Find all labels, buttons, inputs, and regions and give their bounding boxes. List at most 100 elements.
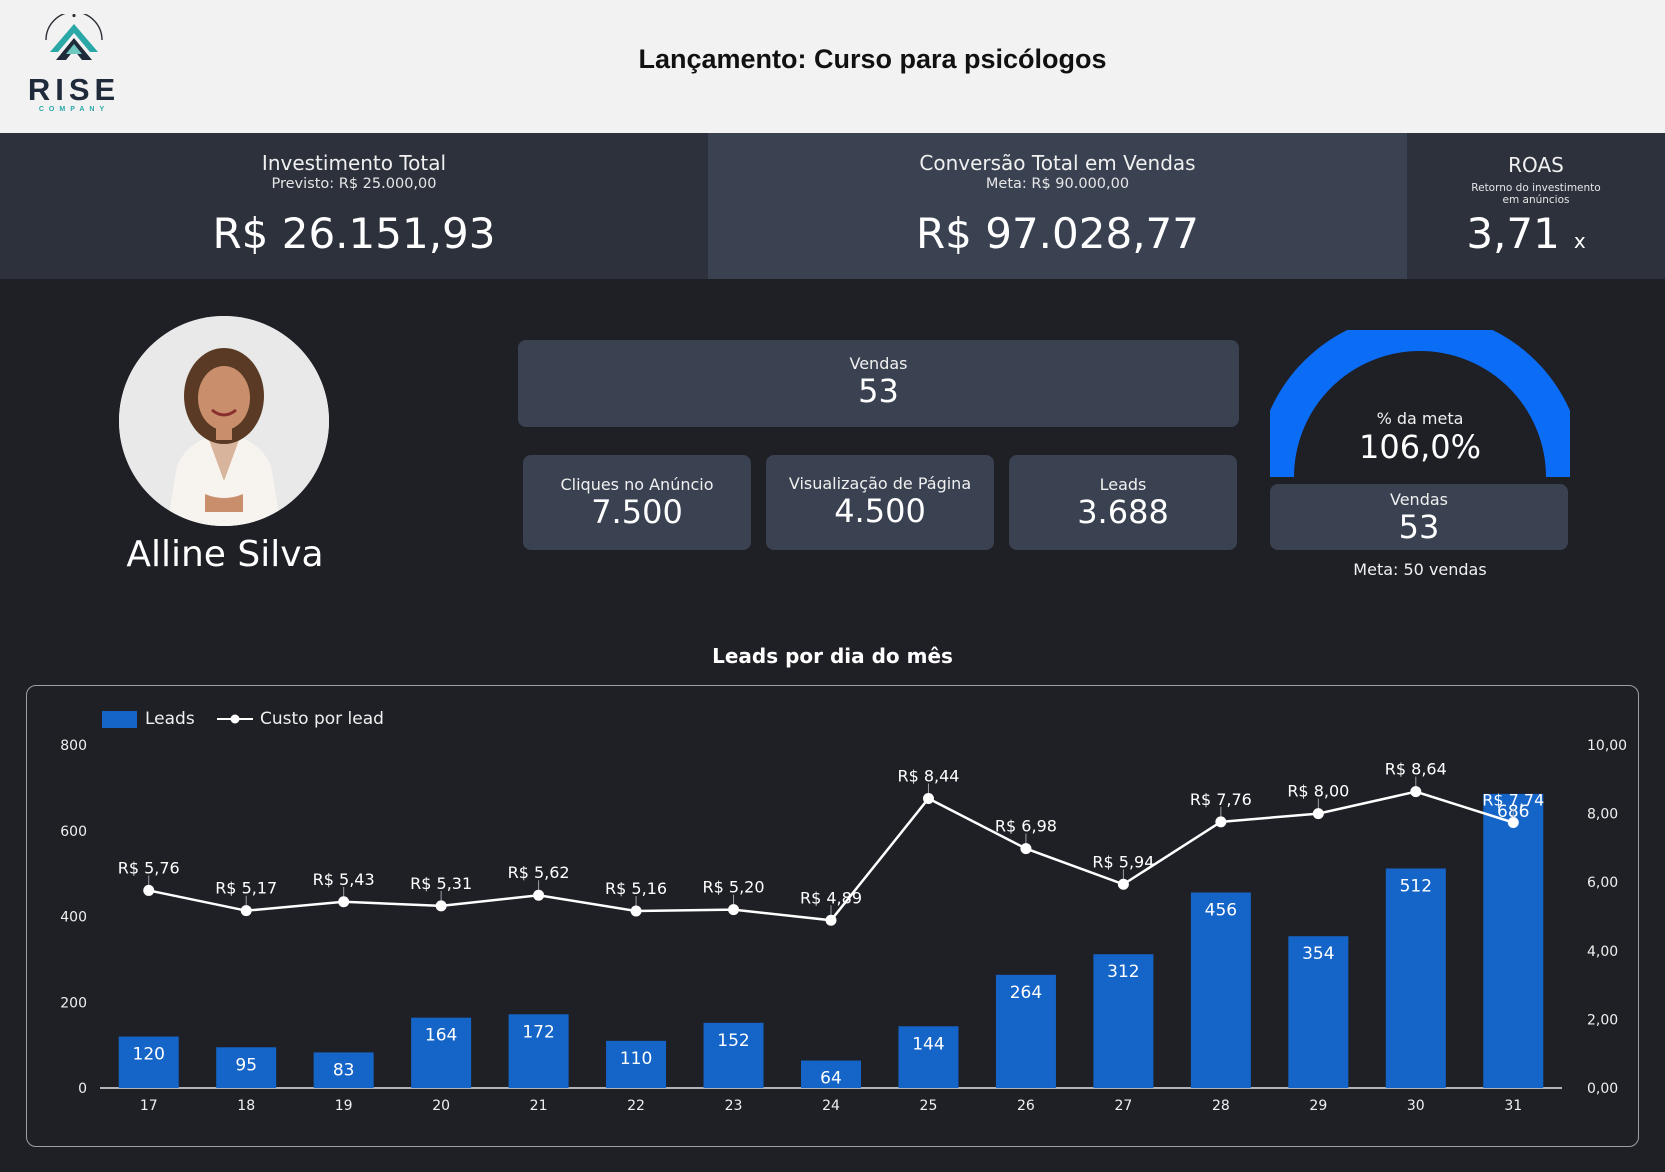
bar-leads [1288, 936, 1349, 1088]
logo-subtext: COMPANY [38, 106, 110, 113]
legend-leads-swatch [102, 710, 137, 728]
line-point-label: R$ 8,64 [1385, 760, 1447, 779]
bar-value-label: 95 [235, 1055, 257, 1075]
card-page-views-label: Visualização de Página [788, 474, 972, 493]
x-tick-label: 20 [432, 1098, 450, 1114]
bar-leads [411, 1017, 472, 1088]
line-point [143, 884, 155, 896]
x-tick-label: 30 [1407, 1098, 1425, 1114]
bar-leads [1483, 793, 1544, 1088]
bar-leads [703, 1022, 764, 1088]
bar-leads [313, 1052, 374, 1088]
y-left-tick-label: 0 [78, 1081, 87, 1097]
line-point-label: R$ 7,76 [1190, 790, 1252, 809]
card-leads-value: 3.688 [1077, 493, 1169, 531]
line-point-label: R$ 8,00 [1287, 782, 1349, 801]
y-right-tick-label: 6,00 [1587, 875, 1618, 891]
line-point-label: R$ 6,98 [995, 817, 1057, 836]
bar-leads [118, 1036, 179, 1088]
line-point-label: R$ 5,43 [313, 870, 375, 889]
line-point [1117, 878, 1129, 890]
line-point [240, 905, 252, 917]
line-point-label: R$ 5,76 [118, 858, 180, 877]
line-point-label: R$ 5,17 [215, 879, 277, 898]
header: RISE COMPANY Lançamento: Curso para psic… [0, 0, 1665, 133]
goal-sales-value: 53 [1398, 508, 1440, 546]
chart-title: Leads por dia do mês [712, 644, 953, 668]
x-tick-label: 18 [237, 1098, 255, 1114]
line-point [1312, 808, 1324, 820]
legend-cpl: Custo por lead [217, 708, 384, 730]
legend-leads: Leads [102, 708, 195, 730]
bar-leads [1385, 868, 1446, 1088]
bar-value-label: 120 [133, 1045, 165, 1065]
x-tick-label: 31 [1504, 1098, 1522, 1114]
line-point [338, 896, 350, 908]
line-point [1410, 786, 1422, 798]
card-page-views: Visualização de Página 4.500 [766, 455, 994, 550]
goal-meta-note: Meta: 50 vendas [1353, 560, 1487, 579]
bar-value-label: 512 [1400, 876, 1432, 896]
card-page-views-value: 4.500 [834, 492, 926, 530]
kpi-roas-suffix: x [1573, 229, 1586, 253]
line-point [825, 914, 837, 926]
x-tick-label: 24 [822, 1098, 840, 1114]
bar-leads [1190, 892, 1251, 1088]
line-point-label: R$ 5,20 [703, 878, 765, 897]
line-point-label: R$ 8,44 [897, 767, 959, 786]
y-right-tick-label: 8,00 [1587, 807, 1618, 823]
kpi-roas-sub-line1: Retorno do investimento [1471, 182, 1601, 194]
page-title: Lançamento: Curso para psicólogos [638, 44, 1107, 74]
bar-leads [216, 1047, 277, 1088]
kpi-conversion-sub: Meta: R$ 90.000,00 [985, 176, 1130, 192]
goal-label: % da meta [1376, 409, 1464, 428]
goal-sales-card: Vendas 53 [1270, 484, 1568, 550]
x-tick-label: 27 [1114, 1098, 1132, 1114]
y-right-tick-label: 10,00 [1587, 738, 1627, 754]
bar-value-label: 354 [1302, 944, 1334, 964]
card-leads: Leads 3.688 [1009, 455, 1237, 550]
bar-leads [1093, 954, 1154, 1088]
line-point-label: R$ 5,31 [410, 874, 472, 893]
chart-frame [26, 685, 1639, 1147]
bar-leads [508, 1014, 569, 1088]
x-tick-label: 17 [140, 1098, 158, 1114]
line-point [728, 904, 740, 916]
bar-value-label: 144 [912, 1034, 944, 1054]
card-sales: Vendas 53 [518, 340, 1239, 427]
goal-gauge-arc [1270, 330, 1570, 478]
x-tick-label: 26 [1017, 1098, 1035, 1114]
bar-leads [801, 1060, 861, 1088]
person-photo-icon [119, 316, 329, 526]
line-point-label: R$ 5,16 [605, 879, 667, 898]
goal-gauge [1270, 330, 1570, 478]
y-right-tick-label: 4,00 [1587, 944, 1618, 960]
kpi-conversion-value: R$ 97.028,77 [915, 209, 1199, 258]
x-tick-label: 19 [335, 1098, 353, 1114]
bar-value-label: 83 [333, 1060, 355, 1080]
bar-leads [606, 1040, 667, 1088]
x-tick-label: 28 [1212, 1098, 1230, 1114]
bar-leads [995, 974, 1056, 1088]
kpi-roas-value: 3,71 x [1387, 209, 1665, 258]
line-point [630, 905, 642, 917]
x-tick-label: 29 [1309, 1098, 1327, 1114]
bar-leads [898, 1026, 959, 1088]
legend-cpl-line-icon [217, 714, 253, 724]
y-right-tick-label: 0,00 [1587, 1081, 1618, 1097]
bar-value-label: 312 [1107, 962, 1139, 982]
line-point [1020, 843, 1032, 855]
kpi-conversion: Conversão Total em Vendas Meta: R$ 90.00… [708, 133, 1407, 279]
bar-value-label: 152 [717, 1031, 749, 1051]
card-leads-label: Leads [1099, 475, 1147, 494]
x-tick-label: 21 [530, 1098, 548, 1114]
kpi-investment: Investimento Total Previsto: R$ 25.000,0… [0, 133, 708, 279]
line-point [533, 889, 545, 901]
kpi-roas-sub-line2: em anúncios [1502, 194, 1570, 206]
line-point-label: R$ 5,94 [1092, 852, 1154, 871]
line-point [922, 793, 934, 805]
y-left-tick-label: 200 [60, 995, 87, 1011]
bar-value-label: 264 [1010, 983, 1042, 1003]
logo-wordmark: RISE [27, 72, 121, 107]
